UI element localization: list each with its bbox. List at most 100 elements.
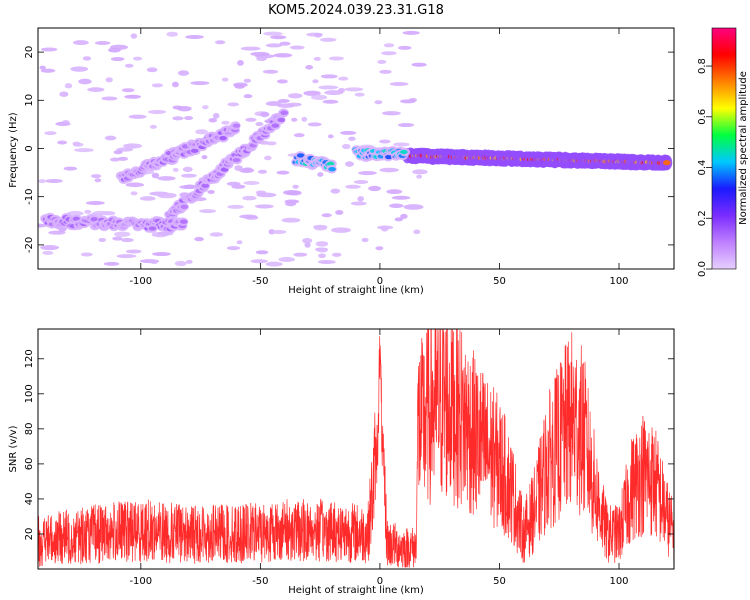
spectrogram-cell: [237, 60, 244, 66]
spectrogram-cell: [381, 111, 401, 116]
spectrogram-cell: [84, 209, 92, 214]
spectrogram-cell: [38, 179, 47, 184]
spectrogram-cell: [322, 99, 339, 104]
colorbar-tick-label: 0.2: [697, 210, 708, 226]
spectrogram-cell: [239, 214, 258, 219]
spectrogram-cell: [128, 114, 147, 119]
spectrogram-cell: [379, 167, 399, 173]
spectrogram-cell: [324, 90, 344, 96]
spectrogram-cell: [377, 59, 387, 64]
spectrogram-cell: [318, 253, 326, 259]
spectrogram-cell: [400, 213, 408, 219]
spectrogram-cell: [132, 56, 143, 61]
spectrogram-cell: [199, 209, 216, 214]
spectrogram-cell: [345, 184, 361, 189]
spectrogram-cell: [184, 116, 194, 121]
colorbar-frame: [711, 27, 737, 270]
snr-ticks: -100 -50 0 50 100 20 40 60 80 100 120: [24, 329, 674, 587]
spectrogram-cell: [78, 78, 92, 85]
snr-frame: [37, 328, 675, 570]
spectrogram-cell: [361, 237, 369, 243]
spectrogram-cell: [330, 188, 341, 194]
x-tick-label: -100: [129, 276, 152, 287]
y-tick-label: 120: [24, 349, 35, 368]
spectrogram-cell: [389, 203, 404, 209]
spectrogram-cell: [243, 94, 253, 99]
spectrogram-cell: [157, 192, 177, 199]
spectrogram-cell: [340, 130, 357, 135]
y-tick-label: 10: [24, 94, 35, 107]
spectrogram-cell: [92, 210, 109, 216]
colorbar-tick-label: 0.0: [697, 261, 708, 277]
snr-panel: -100 -50 0 50 100 20 40 60 80 100 120 Height of st…: [8, 328, 675, 596]
spectrogram-data: [38, 30, 673, 267]
spectrogram-cell: [303, 90, 321, 96]
colorbar-gradient: [712, 28, 736, 269]
spectrogram-cell: [255, 121, 264, 127]
spectrogram-cell: [317, 172, 324, 177]
spectrogram-cell: [234, 84, 245, 89]
spectrogram-cell: [174, 260, 187, 267]
spectrogram-cell: [277, 103, 295, 108]
spectrogram-cell: [400, 99, 416, 104]
spectrogram-cell: [64, 83, 73, 89]
spectrogram-cell: [130, 33, 138, 39]
spectrogram-cell: [148, 109, 167, 114]
spectrogram-cell: [379, 69, 392, 74]
spectrogram-cell: [231, 184, 246, 189]
spectrogram-cell: [354, 92, 365, 97]
spectrogram-cell: [250, 259, 268, 264]
spectrogram-cell: [293, 252, 308, 257]
spectrogram-cell: [277, 99, 290, 104]
spectrogram-cell: [177, 70, 190, 76]
spectrogram-cell: [397, 123, 415, 128]
spectrogram-cell: [149, 124, 157, 129]
spectrogram-cell: [90, 174, 102, 179]
spectrogram-cell: [180, 219, 188, 224]
colorbar: 0.0 0.2 0.4 0.6 0.8 Normalized spectral ampl…: [697, 27, 749, 277]
spectrogram-cell: [265, 101, 282, 107]
y-tick-label: 20: [24, 528, 35, 541]
spectrogram-cell: [172, 116, 184, 121]
spectrogram-cell: [318, 85, 339, 90]
spectrogram-cell: [301, 116, 308, 122]
spectrogram-cell: [40, 68, 56, 73]
spectrogram-cell: [201, 183, 210, 188]
spectrogram-cell: [250, 51, 270, 57]
spectrogram-cell: [146, 67, 158, 73]
spectrogram-cell: [130, 191, 138, 196]
spectrogram-cell: [319, 37, 337, 42]
spectrogram-cell: [42, 250, 54, 255]
y-tick-label: 0: [24, 145, 35, 151]
spectrogram-cell: [157, 176, 176, 181]
spectrogram-cell: [209, 232, 224, 237]
spectrogram-cell: [344, 87, 364, 92]
spectrogram-cell: [245, 117, 257, 122]
spectrogram-cell: [166, 31, 179, 37]
spectrogram-cell: [317, 248, 328, 253]
spectrogram-cell: [226, 246, 241, 251]
spectrogram-cell: [124, 63, 134, 68]
spectrogram-cell: [242, 195, 257, 201]
spectrogram-cell: [271, 123, 280, 128]
spectrogram-cell: [341, 143, 351, 150]
spectrogram-cell: [273, 53, 293, 58]
spectrogram-cell: [62, 120, 70, 125]
spectrogram-cell: [59, 91, 69, 97]
spectrogram-cell: [264, 155, 272, 161]
spectrogram-cell: [57, 140, 68, 145]
spectrogram-cell: [109, 157, 121, 162]
spectrogram-cell: [94, 40, 111, 45]
colorbar-tick-label: 0.4: [697, 160, 708, 176]
spectrogram-cell: [270, 35, 287, 40]
spectrogram-cell: [110, 57, 125, 62]
spectrogram-cell: [394, 217, 404, 222]
spectrogram-cell: [112, 236, 123, 241]
spectrogram-cell: [350, 201, 367, 206]
spectrogram-cell: [116, 254, 137, 259]
spectrogram-cell: [186, 259, 193, 264]
spectrogram-cell: [313, 56, 321, 61]
spectrogram-cell: [227, 204, 244, 209]
x-tick-label: -100: [129, 576, 152, 587]
